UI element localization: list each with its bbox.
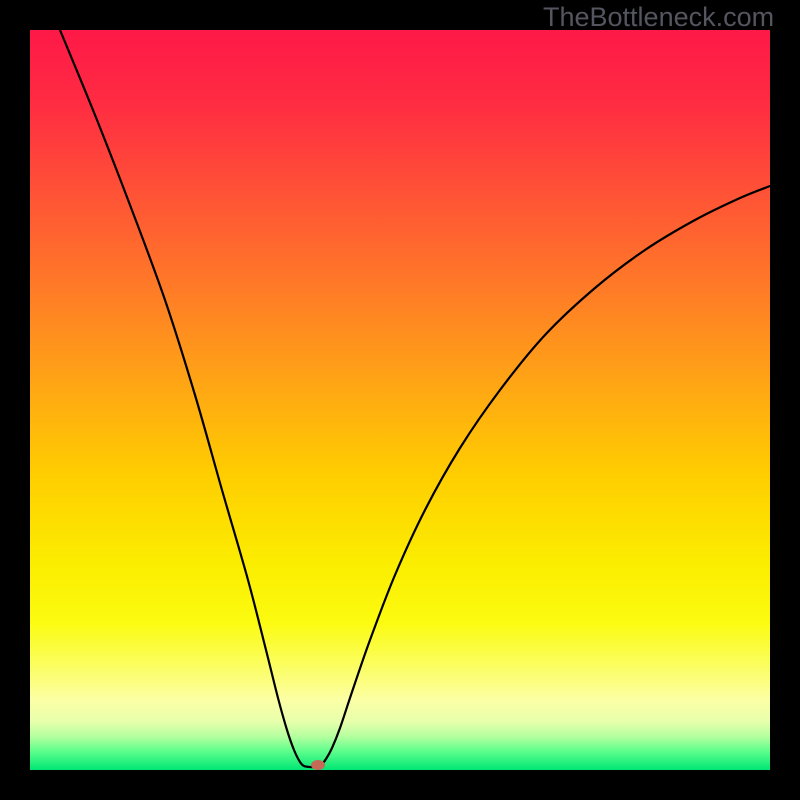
watermark-text: TheBottleneck.com	[543, 2, 774, 33]
curve-path	[60, 30, 770, 767]
bottleneck-curve	[0, 0, 800, 800]
optimal-point-marker	[311, 760, 325, 770]
